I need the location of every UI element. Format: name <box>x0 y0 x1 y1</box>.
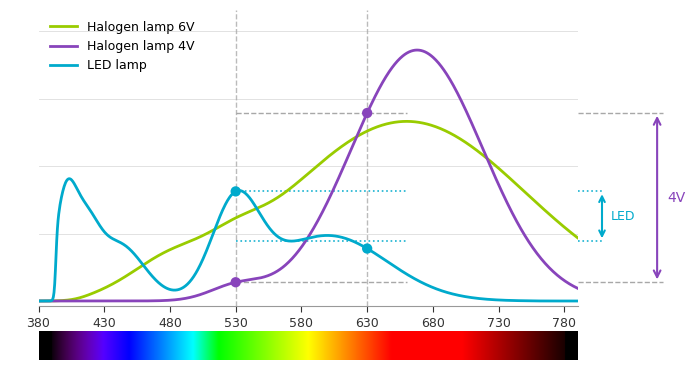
Point <box>362 246 373 252</box>
Point <box>362 110 373 116</box>
Text: LED: LED <box>610 210 635 223</box>
Text: 4V: 4V <box>667 191 685 205</box>
Point <box>230 188 241 195</box>
Point <box>230 279 241 285</box>
Legend: Halogen lamp 6V, Halogen lamp 4V, LED lamp: Halogen lamp 6V, Halogen lamp 4V, LED la… <box>45 16 200 77</box>
